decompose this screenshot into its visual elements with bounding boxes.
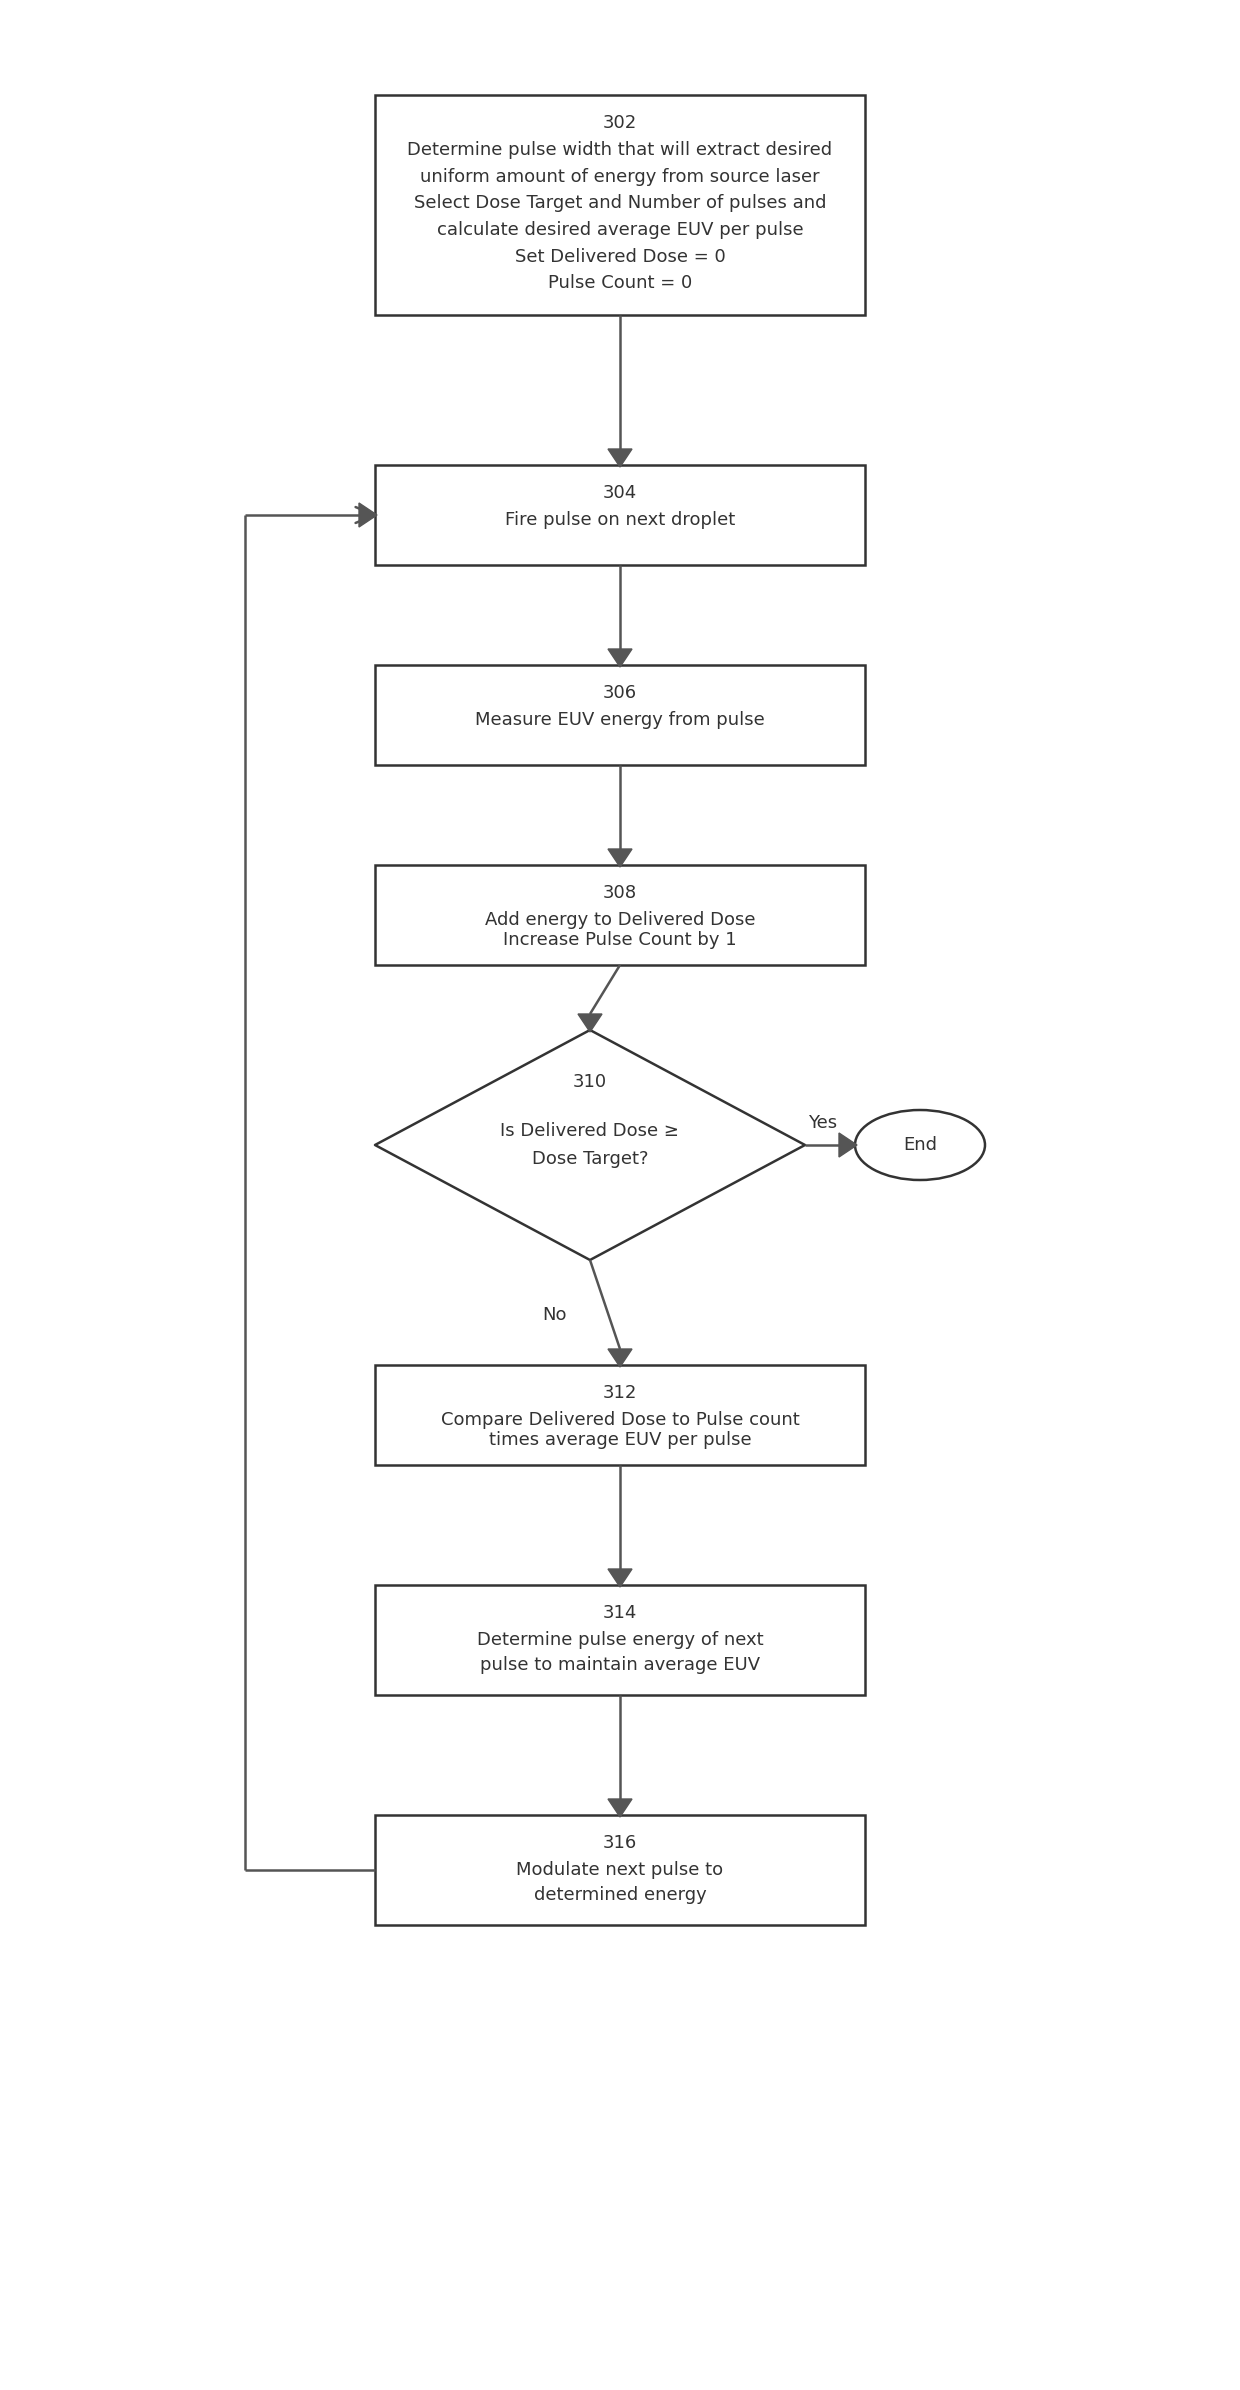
Text: 310: 310 <box>573 1073 608 1090</box>
FancyBboxPatch shape <box>374 664 866 765</box>
Text: End: End <box>903 1135 937 1154</box>
Text: determined energy: determined energy <box>533 1886 707 1905</box>
Text: Increase Pulse Count by 1: Increase Pulse Count by 1 <box>503 932 737 949</box>
Text: calculate desired average EUV per pulse: calculate desired average EUV per pulse <box>436 220 804 239</box>
Text: Yes: Yes <box>808 1114 837 1133</box>
Text: 312: 312 <box>603 1384 637 1403</box>
Ellipse shape <box>856 1109 985 1181</box>
Text: 302: 302 <box>603 115 637 131</box>
Polygon shape <box>608 848 632 868</box>
Polygon shape <box>374 1030 805 1260</box>
Text: Is Delivered Dose ≥: Is Delivered Dose ≥ <box>501 1121 680 1140</box>
Text: Select Dose Target and Number of pulses and: Select Dose Target and Number of pulses … <box>414 194 826 213</box>
Polygon shape <box>608 1348 632 1367</box>
FancyBboxPatch shape <box>374 1585 866 1695</box>
FancyBboxPatch shape <box>374 1814 866 1924</box>
FancyBboxPatch shape <box>374 96 866 315</box>
Text: uniform amount of energy from source laser: uniform amount of energy from source las… <box>420 167 820 186</box>
Text: Set Delivered Dose = 0: Set Delivered Dose = 0 <box>515 249 725 265</box>
Polygon shape <box>578 1013 601 1032</box>
FancyBboxPatch shape <box>374 865 866 966</box>
Text: 308: 308 <box>603 884 637 901</box>
Text: Compare Delivered Dose to Pulse count: Compare Delivered Dose to Pulse count <box>440 1410 800 1429</box>
Text: No: No <box>543 1305 567 1324</box>
Text: Modulate next pulse to: Modulate next pulse to <box>516 1862 724 1879</box>
Polygon shape <box>839 1133 857 1157</box>
Text: 316: 316 <box>603 1833 637 1852</box>
Text: times average EUV per pulse: times average EUV per pulse <box>489 1432 751 1448</box>
Polygon shape <box>608 449 632 466</box>
FancyBboxPatch shape <box>374 466 866 564</box>
Text: Add energy to Delivered Dose: Add energy to Delivered Dose <box>485 911 755 930</box>
Polygon shape <box>360 502 377 528</box>
FancyBboxPatch shape <box>374 1365 866 1465</box>
Text: 306: 306 <box>603 684 637 703</box>
Text: pulse to maintain average EUV: pulse to maintain average EUV <box>480 1656 760 1673</box>
Text: Determine pulse width that will extract desired: Determine pulse width that will extract … <box>408 141 832 160</box>
Text: Determine pulse energy of next: Determine pulse energy of next <box>476 1630 764 1649</box>
Text: Dose Target?: Dose Target? <box>532 1150 649 1169</box>
Text: 314: 314 <box>603 1604 637 1623</box>
Polygon shape <box>608 1800 632 1816</box>
Text: Fire pulse on next droplet: Fire pulse on next droplet <box>505 511 735 528</box>
Text: Pulse Count = 0: Pulse Count = 0 <box>548 275 692 292</box>
Text: Measure EUV energy from pulse: Measure EUV energy from pulse <box>475 710 765 729</box>
Polygon shape <box>608 1568 632 1587</box>
Text: 304: 304 <box>603 485 637 502</box>
Polygon shape <box>608 650 632 667</box>
